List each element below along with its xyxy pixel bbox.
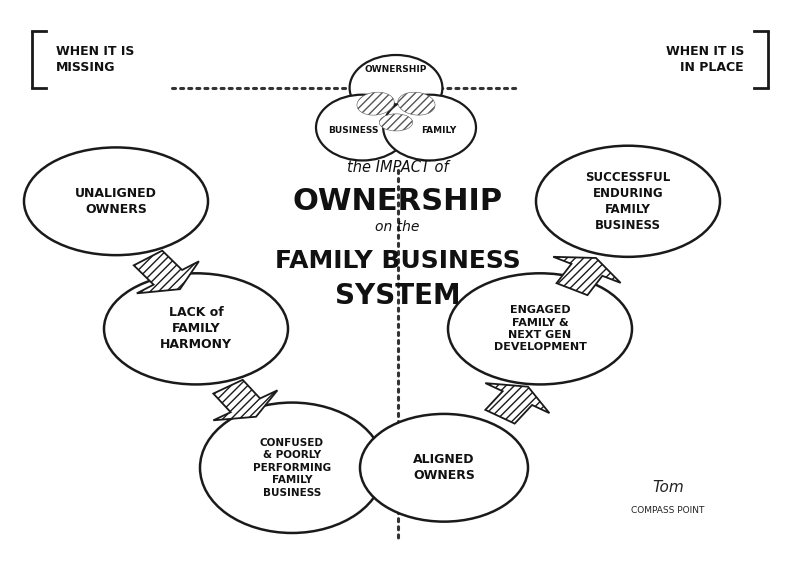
Circle shape <box>350 55 442 121</box>
Polygon shape <box>486 383 550 424</box>
Ellipse shape <box>104 273 288 384</box>
Ellipse shape <box>24 147 208 255</box>
Ellipse shape <box>200 403 384 533</box>
Ellipse shape <box>398 92 435 115</box>
Polygon shape <box>553 257 621 295</box>
Text: LACK of
FAMILY
HARMONY: LACK of FAMILY HARMONY <box>160 306 232 352</box>
Text: WHEN IT IS
IN PLACE: WHEN IT IS IN PLACE <box>666 45 744 74</box>
Text: SYSTEM: SYSTEM <box>334 282 461 310</box>
Ellipse shape <box>360 414 528 522</box>
Text: WHEN IT IS
MISSING: WHEN IT IS MISSING <box>56 45 134 74</box>
Text: SUCCESSFUL
ENDURING
FAMILY
BUSINESS: SUCCESSFUL ENDURING FAMILY BUSINESS <box>586 171 670 232</box>
Polygon shape <box>214 380 278 420</box>
Text: FAMILY: FAMILY <box>422 126 457 136</box>
Text: COMPASS POINT: COMPASS POINT <box>631 506 705 515</box>
Text: OWNERSHIP: OWNERSHIP <box>365 65 427 74</box>
Circle shape <box>316 95 409 160</box>
Text: FAMILY BUSINESS: FAMILY BUSINESS <box>274 249 521 273</box>
Text: UNALIGNED
OWNERS: UNALIGNED OWNERS <box>75 187 157 216</box>
Text: the IMPACT of: the IMPACT of <box>346 160 449 175</box>
Polygon shape <box>134 251 199 293</box>
Ellipse shape <box>379 114 413 131</box>
Ellipse shape <box>357 92 394 115</box>
Circle shape <box>383 95 476 160</box>
Ellipse shape <box>448 273 632 384</box>
Text: ALIGNED
OWNERS: ALIGNED OWNERS <box>413 453 475 483</box>
Text: BUSINESS: BUSINESS <box>328 126 378 136</box>
Text: CONFUSED
& POORLY
PERFORMING
FAMILY
BUSINESS: CONFUSED & POORLY PERFORMING FAMILY BUSI… <box>253 438 331 498</box>
Text: on the: on the <box>375 220 420 234</box>
Text: OWNERSHIP: OWNERSHIP <box>293 187 502 216</box>
Text: Tom: Tom <box>652 480 684 495</box>
Ellipse shape <box>536 146 720 257</box>
Text: ENGAGED
FAMILY &
NEXT GEN
DEVELOPMENT: ENGAGED FAMILY & NEXT GEN DEVELOPMENT <box>494 305 586 353</box>
